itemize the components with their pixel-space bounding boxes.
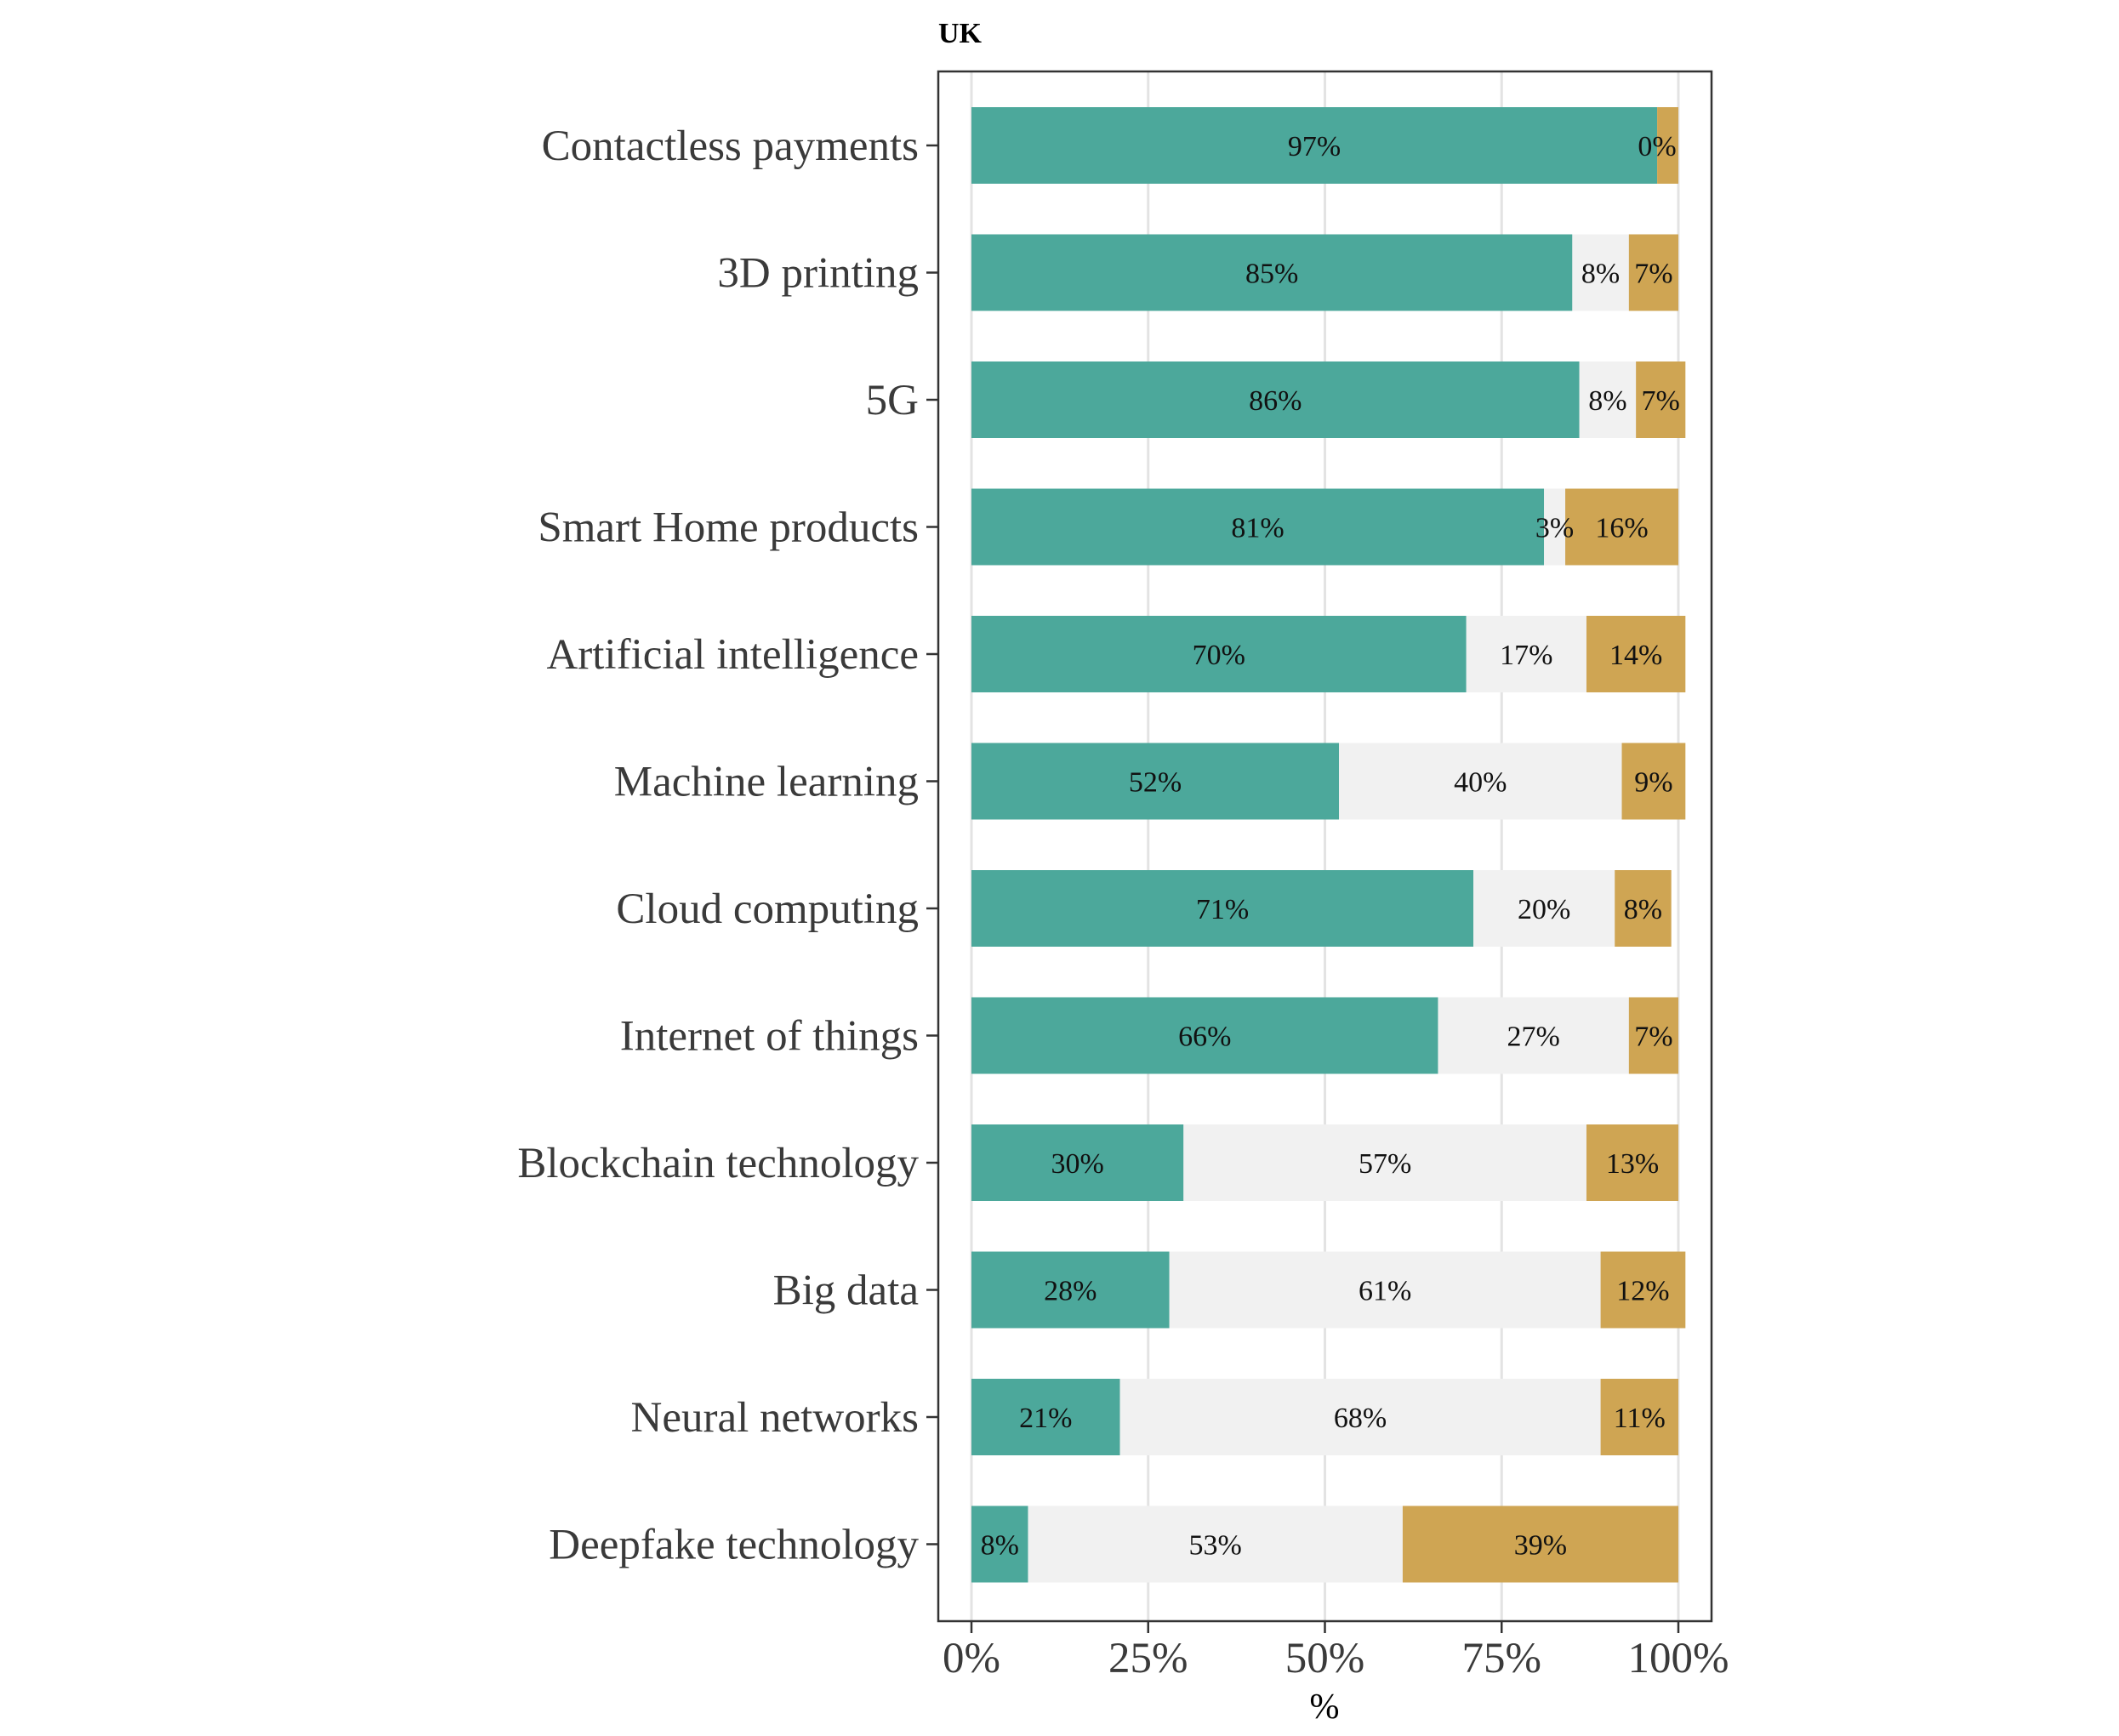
bar-segment (971, 743, 1340, 820)
bar-segment (1572, 234, 1629, 311)
bar-segment (1615, 870, 1672, 947)
data-label: 14% (1609, 640, 1662, 671)
bar-segment (1600, 1251, 1686, 1329)
data-label: 81% (1231, 513, 1284, 544)
bar-segment (971, 870, 1474, 947)
bar-segment (971, 361, 1580, 438)
category-label: Deepfake technology (549, 1522, 919, 1569)
bar-segment (1544, 488, 1566, 566)
data-label: 13% (1606, 1148, 1659, 1180)
data-label: 53% (1189, 1530, 1242, 1562)
category-label: 5G (866, 377, 919, 424)
bar-segment (1621, 743, 1686, 820)
data-label: 85% (1245, 259, 1298, 290)
data-label: 21% (1019, 1403, 1072, 1434)
category-label: Internet of things (620, 1013, 919, 1061)
grid-lines (970, 71, 1680, 1621)
bar-segment (1628, 234, 1678, 311)
x-tick-label: 50% (1285, 1635, 1364, 1682)
x-tick-label: 100% (1628, 1635, 1729, 1682)
data-label: 8% (1588, 385, 1626, 417)
bar-segment (1473, 870, 1615, 947)
bar-segment (1169, 1251, 1601, 1329)
data-label: 7% (1634, 1022, 1672, 1053)
x-tick-label: 75% (1462, 1635, 1541, 1682)
data-label: 97% (1288, 131, 1341, 162)
bar-segment (971, 107, 1658, 184)
data-label: 11% (1614, 1403, 1666, 1434)
bar-segment (1119, 1379, 1601, 1455)
bar-segment (1586, 616, 1686, 692)
data-label: 52% (1129, 767, 1182, 799)
data-label: 8% (1624, 894, 1662, 925)
data-label: 57% (1359, 1148, 1411, 1180)
data-label: 3% (1535, 513, 1574, 544)
category-label: Artificial intelligence (546, 631, 919, 679)
bar-segment (1628, 997, 1678, 1074)
bar-segment (971, 997, 1438, 1074)
data-label: 16% (1595, 513, 1648, 544)
category-label: Blockchain technology (517, 1140, 919, 1187)
bar-segment (1438, 997, 1629, 1074)
data-label: 7% (1642, 385, 1680, 417)
bar-segment (1586, 1124, 1678, 1201)
category-label: Smart Home products (538, 504, 919, 552)
data-label: 8% (1581, 259, 1620, 290)
data-label: 0% (1638, 131, 1676, 162)
category-label: Machine learning (614, 759, 919, 806)
x-tick-label: 25% (1108, 1635, 1188, 1682)
bar-segment (971, 1251, 1170, 1329)
category-label: Cloud computing (616, 885, 919, 933)
data-label: 68% (1334, 1403, 1387, 1434)
bar-segment (971, 616, 1467, 692)
data-label: 61% (1359, 1276, 1411, 1307)
data-label: 39% (1514, 1530, 1567, 1562)
bar-segment (971, 234, 1573, 311)
bar-segment (971, 1379, 1120, 1455)
bar-segment (971, 488, 1545, 566)
data-labels: 97% 0% 85% 8% 7% 86% 8% 7% 81% 3% 16% 70% 17% 14% 52% 4… (981, 131, 1680, 1562)
data-label: 71% (1196, 894, 1249, 925)
category-label: Big data (773, 1267, 919, 1315)
chart-title: UK (938, 18, 983, 49)
category-label: Contactless payments (542, 122, 919, 170)
x-tick-label: 0% (943, 1635, 1000, 1682)
data-label: 9% (1634, 767, 1672, 799)
data-label: 28% (1044, 1276, 1097, 1307)
bar-segment (1339, 743, 1622, 820)
category-label: Neural networks (631, 1394, 919, 1442)
bar-segment (971, 1124, 1184, 1201)
category-label: 3D printing (717, 250, 919, 298)
data-label: 8% (981, 1530, 1019, 1562)
bar-segment (1657, 107, 1678, 184)
data-label: 27% (1507, 1022, 1559, 1053)
bar-segment (1600, 1379, 1678, 1455)
y-axis: Contactless payments 3D printing 5G Smart H… (517, 122, 938, 1569)
data-label: 7% (1634, 259, 1672, 290)
data-label: 30% (1051, 1148, 1103, 1180)
data-label: 40% (1454, 767, 1507, 799)
bar-segment (1402, 1505, 1678, 1583)
data-label: 70% (1193, 640, 1245, 671)
data-label: 66% (1178, 1022, 1231, 1053)
x-axis: 0% 25% 50% 75% 100% (943, 1621, 1729, 1682)
x-axis-title: % (1310, 1688, 1340, 1727)
bar-segment (971, 1505, 1028, 1583)
bar-segment (1183, 1124, 1586, 1201)
data-label: 86% (1249, 385, 1302, 417)
bar-segment (1028, 1505, 1403, 1583)
data-label: 17% (1500, 640, 1552, 671)
bar-segment (1565, 488, 1678, 566)
bar-segment (1636, 361, 1686, 438)
data-label: 20% (1518, 894, 1570, 925)
data-label: 12% (1616, 1276, 1669, 1307)
bar-segment (1579, 361, 1637, 438)
bar-segment (1466, 616, 1586, 692)
bars (971, 107, 1686, 1583)
